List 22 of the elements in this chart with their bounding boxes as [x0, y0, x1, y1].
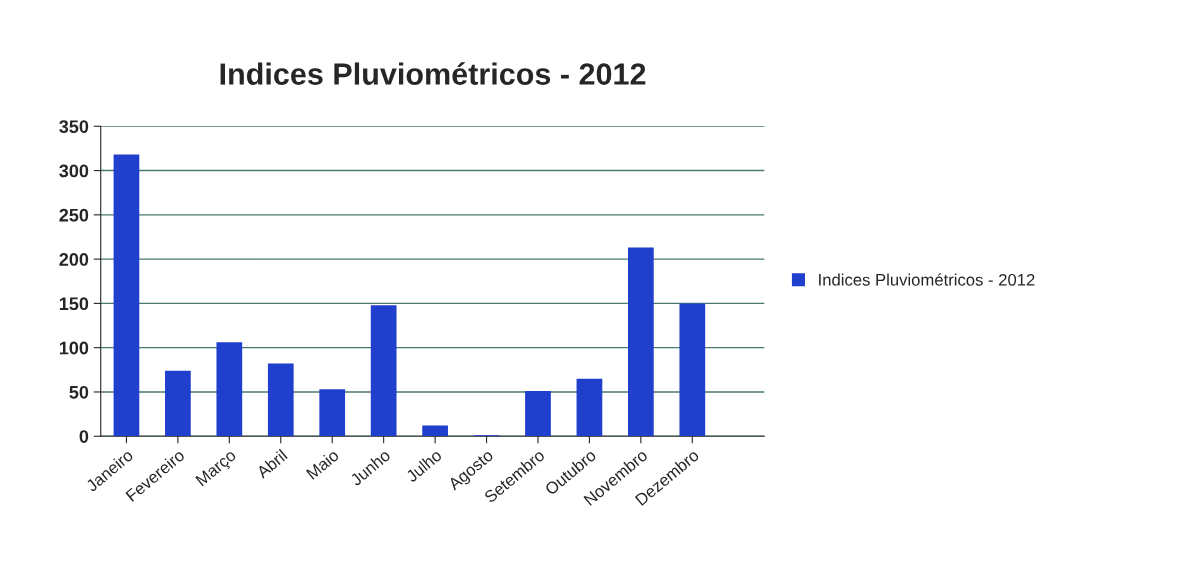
bar	[113, 154, 140, 437]
y-tick-label: 0	[79, 430, 89, 443]
y-tick-label: 250	[59, 208, 89, 222]
y-tick-label: 100	[59, 341, 89, 355]
bar	[422, 425, 448, 437]
bar	[267, 363, 294, 437]
bar	[165, 370, 191, 437]
y-tick-label: 50	[69, 385, 89, 399]
bar	[370, 305, 397, 437]
bar	[679, 303, 706, 437]
chart-title: Indices Pluviométricos - 2012	[220, 62, 646, 85]
y-tick-label: 150	[59, 297, 89, 311]
bar	[319, 389, 346, 437]
bar	[525, 391, 551, 437]
y-tick-label: 200	[59, 253, 89, 266]
bar	[628, 247, 654, 437]
x-tick-label: Maio	[305, 448, 340, 480]
y-tick-label: 350	[59, 120, 89, 134]
bar	[576, 378, 603, 437]
bar	[216, 342, 243, 437]
legend-label: Indices Pluviométricos - 2012	[819, 273, 1035, 286]
y-tick-label: 300	[59, 164, 89, 178]
